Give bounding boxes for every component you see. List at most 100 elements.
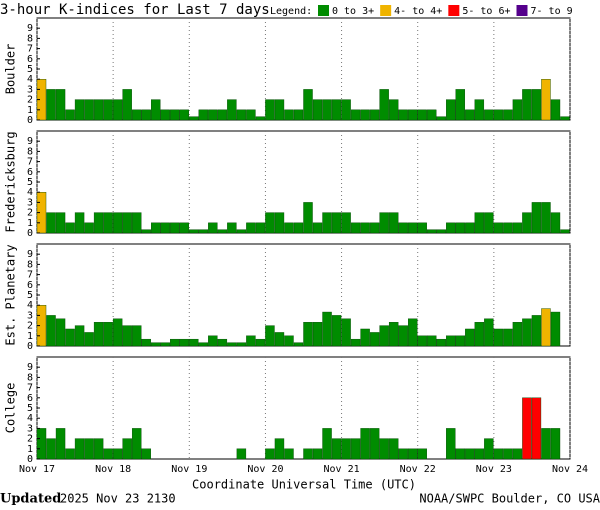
k-bar [388, 322, 399, 347]
k-bar [465, 328, 475, 347]
x-axis-label: Coordinate Universal Time (UTC) [192, 478, 416, 492]
x-tick-label: Nov 22 [400, 464, 436, 475]
k-bar [455, 335, 466, 347]
y-tick-label: 7 [27, 157, 33, 168]
k-bar [350, 438, 361, 460]
k-bar [122, 212, 132, 234]
k-bar [512, 99, 523, 121]
y-tick-label: 6 [27, 393, 33, 404]
y-tick-label: 8 [27, 33, 33, 44]
k-bar [217, 109, 228, 121]
k-bar [284, 448, 294, 460]
k-bar [74, 99, 85, 121]
updated-label: Updated [0, 492, 61, 507]
k-bar [84, 99, 94, 121]
y-tick-label: 7 [27, 383, 33, 394]
x-tick-label: Nov 17 [19, 464, 55, 475]
k-bar [284, 222, 294, 234]
k-bar [503, 328, 513, 347]
k-bar [541, 202, 551, 234]
k-bar [484, 438, 494, 460]
k-bar [427, 335, 437, 347]
y-tick-label: 4 [27, 413, 33, 424]
k-bar [293, 222, 304, 234]
x-tick-label: Nov 24 [552, 464, 588, 475]
k-bar [293, 109, 304, 121]
y-tick-label: 8 [27, 372, 33, 383]
k-bar [141, 448, 151, 460]
k-bar [217, 229, 228, 234]
y-tick-label: 4 [27, 300, 33, 311]
k-bar [151, 222, 161, 234]
k-bar [550, 311, 561, 347]
k-bar [360, 222, 370, 234]
k-bar [531, 315, 542, 347]
k-bar [503, 448, 513, 460]
k-bar [122, 438, 132, 460]
k-bar [55, 318, 66, 347]
k-bar [131, 109, 142, 121]
k-bar [312, 222, 323, 234]
legend-swatch [516, 5, 528, 16]
k-bar [179, 222, 189, 234]
k-bar [141, 229, 151, 234]
k-bar [455, 222, 466, 234]
k-bar [179, 109, 189, 121]
k-bar [360, 328, 370, 347]
k-bar [398, 448, 408, 460]
k-bar [541, 308, 551, 347]
k-bar [208, 222, 218, 234]
k-bar [493, 328, 504, 347]
k-bar [274, 332, 285, 347]
k-bar [379, 212, 389, 234]
k-bar [322, 311, 332, 347]
k-bar [369, 428, 380, 460]
y-tick-label: 3 [27, 197, 33, 208]
k-bar [398, 325, 408, 347]
k-bar [255, 222, 266, 234]
k-bar [312, 448, 323, 460]
k-bar [512, 222, 523, 234]
y-tick-label: 2 [27, 95, 33, 106]
k-bar [303, 202, 313, 234]
k-bar [131, 325, 142, 347]
k-bar [74, 438, 85, 460]
panel-label: Boulder [4, 44, 18, 95]
k-bar [341, 212, 351, 234]
k-bar [265, 448, 275, 460]
k-bar [246, 335, 256, 347]
k-bar [246, 109, 256, 121]
x-tick-label: Nov 20 [247, 464, 283, 475]
k-bar [312, 99, 323, 121]
k-bar [93, 99, 104, 121]
k-bar [522, 212, 532, 234]
legend-swatch [380, 5, 392, 16]
y-tick-label: 9 [27, 23, 33, 34]
k-bar [417, 448, 427, 460]
k-bar [65, 328, 75, 347]
k-bar [493, 222, 504, 234]
k-bar [208, 335, 218, 347]
k-bar [322, 212, 332, 234]
k-bar [112, 212, 123, 234]
k-bar [65, 109, 75, 121]
k-bar [103, 322, 113, 347]
k-bar [112, 99, 123, 121]
k-bar [255, 116, 266, 121]
k-bar [189, 338, 199, 347]
k-bar [379, 325, 389, 347]
k-bar [522, 89, 532, 121]
k-bar [350, 338, 361, 347]
k-bar [141, 338, 151, 347]
k-bar [236, 342, 247, 347]
legend-swatch [318, 5, 329, 16]
k-bar [74, 212, 85, 234]
k-bar [103, 448, 113, 460]
k-bar [303, 448, 313, 460]
k-bar [436, 116, 446, 121]
k-bar [446, 428, 456, 460]
k-bar [407, 222, 418, 234]
k-bar [493, 448, 504, 460]
k-bar [303, 89, 313, 121]
y-tick-label: 7 [27, 270, 33, 281]
